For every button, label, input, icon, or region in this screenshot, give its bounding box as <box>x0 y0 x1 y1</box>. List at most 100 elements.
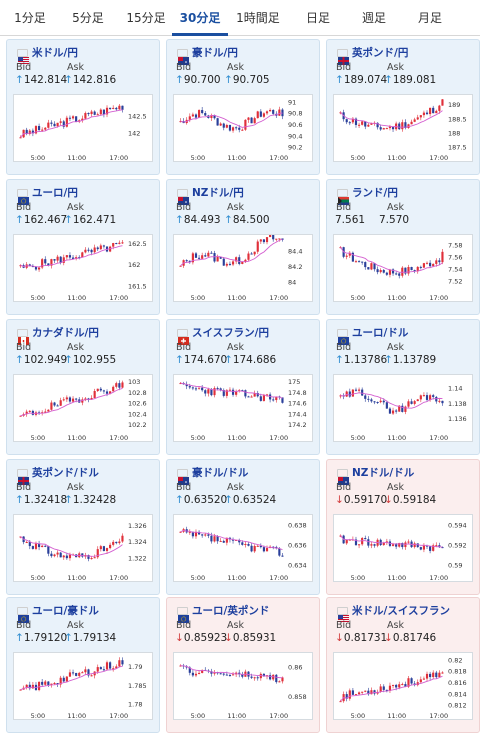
candle-body <box>112 107 115 109</box>
candle-body <box>410 678 413 684</box>
candle-body <box>96 667 99 672</box>
candlestick-chart[interactable]: 1.79 1.785 1.78 5:00 11:00 17:00 <box>13 652 153 720</box>
candle-body <box>194 253 198 258</box>
tab-monthly[interactable]: 月足 <box>417 11 442 25</box>
candle-body <box>81 672 84 674</box>
currency-card[interactable]: NZドル/円 Bid Ask ↑84.493 ↑84.500 84.4 84.2 84 5:00… <box>166 179 320 315</box>
pair-name-link[interactable]: 豪ドル/円 <box>192 47 238 59</box>
candlestick-chart[interactable]: 189 188.5 188 187.5 5:00 11:00 17:00 <box>333 94 473 162</box>
currency-card[interactable]: カナダドル/円 Bid Ask ↑102.949 ↑102.955 103 102.8 102… <box>6 319 160 455</box>
candle-body <box>364 690 367 692</box>
tab-1min[interactable]: 1分足 <box>14 11 46 25</box>
bid-value: ↓0.81731 <box>335 632 387 644</box>
candle-body <box>364 538 367 540</box>
bid-label: Bid <box>16 202 32 213</box>
currency-card[interactable]: 米ドル/スイスフラン Bid Ask ↓0.81731 ↓0.81746 0.82 0.81… <box>326 597 480 733</box>
candle-body <box>407 266 410 274</box>
candle-body <box>382 270 385 273</box>
candlestick-chart[interactable]: 84.4 84.2 84 5:00 11:00 17:00 <box>173 234 313 302</box>
pair-name-link[interactable]: 英ポンド/ドル <box>32 467 99 479</box>
candlestick-chart[interactable]: 103 102.8 102.6 102.4 102.2 5:00 11:00 17:00 <box>13 374 153 442</box>
candle-body <box>367 124 370 127</box>
candlestick-chart[interactable]: 1.14 1.138 1.136 5:00 11:00 17:00 <box>333 374 473 442</box>
ask-price: 84.500 <box>232 214 270 226</box>
currency-card[interactable]: ユーロ/ドル Bid Ask ↑1.13786 ↑1.13789 1.14 1.138 1.1… <box>326 319 480 455</box>
candle-body <box>19 265 22 267</box>
candle-body <box>56 552 59 555</box>
candlestick-chart[interactable]: 0.594 0.592 0.59 5:00 11:00 17:00 <box>333 514 473 582</box>
candle-body <box>71 257 75 259</box>
candle-body <box>272 674 275 680</box>
currency-card[interactable]: 英ポンド/ドル Bid Ask ↑1.32418 ↑1.32428 1.326 1.324 1… <box>6 459 160 595</box>
currency-card[interactable]: 米ドル/円 Bid Ask ↑142.814 ↑142.816 142.5 142 5:00 1… <box>6 39 160 175</box>
arrow-down-icon: ↓ <box>335 632 344 644</box>
currency-card[interactable]: 豪ドル/円 Bid Ask ↑90.700 ↑90.705 91 90.8 90.6 90.4 9… <box>166 39 320 175</box>
candle-body <box>188 667 191 673</box>
pair-name-link[interactable]: NZドル/ドル <box>352 467 415 479</box>
us-flag-icon <box>337 607 349 622</box>
tab-1hour[interactable]: 1時間足 <box>236 11 280 25</box>
candle-body <box>429 673 432 678</box>
candlestick-chart[interactable]: 162.5 162 161.5 5:00 11:00 17:00 <box>13 234 153 302</box>
candle-body <box>376 269 379 273</box>
ask-price: 1.79134 <box>72 632 117 644</box>
currency-card[interactable]: 英ポンド/円 Bid Ask ↑189.074 ↑189.081 189 188.5 188 1… <box>326 39 480 175</box>
candle-body <box>429 546 432 551</box>
currency-card[interactable]: 豪ドル/ドル Bid Ask ↑0.63520 ↑0.63524 0.638 0.636 0.… <box>166 459 320 595</box>
pair-name-link[interactable]: 豪ドル/ドル <box>192 467 249 479</box>
bid-price: 174.670 <box>183 354 228 366</box>
tab-daily[interactable]: 日足 <box>305 11 330 25</box>
pair-name-link[interactable]: 米ドル/スイスフラン <box>352 605 451 617</box>
candlestick-chart[interactable]: 0.82 0.818 0.816 0.814 0.812 5:00 11:00 17:00 <box>333 652 473 720</box>
currency-card[interactable]: ユーロ/英ポンド Bid Ask ↓0.85923 ↓0.85931 0.86 0.858 5… <box>166 597 320 733</box>
candlestick-chart[interactable]: 0.638 0.636 0.634 5:00 11:00 17:00 <box>173 514 313 582</box>
pair-name-link[interactable]: ユーロ/円 <box>32 187 78 199</box>
candle-body <box>348 690 351 699</box>
candlestick-chart[interactable]: 91 90.8 90.6 90.4 90.2 5:00 11:00 17:00 <box>173 94 313 162</box>
pair-name-link[interactable]: カナダドル/円 <box>32 327 99 339</box>
candle-body <box>265 394 269 396</box>
candlestick-chart[interactable]: 142.5 142 5:00 11:00 17:00 <box>13 94 153 162</box>
candlestick-chart[interactable]: 1.326 1.324 1.322 5:00 11:00 17:00 <box>13 514 153 582</box>
currency-card[interactable]: NZドル/ドル Bid Ask ↓0.59170 ↓0.59184 0.594 0.592 0… <box>326 459 480 595</box>
currency-card[interactable]: ランド/円 Bid Ask 7.561 7.570 7.58 7.56 7.54 7.52 5:0… <box>326 179 480 315</box>
candle-body <box>425 112 429 115</box>
ask-value: ↑1.79134 <box>64 632 116 644</box>
candle-body <box>118 383 121 388</box>
candlestick-chart[interactable]: 175 174.8 174.6 174.4 174.2 5:00 11:00 17:00 <box>173 374 313 442</box>
candle-body <box>207 534 210 536</box>
tab-15min[interactable]: 15分足 <box>126 11 166 25</box>
currency-card[interactable]: スイスフラン/円 Bid Ask ↑174.670 ↑174.686 175 174.8 17… <box>166 319 320 455</box>
tab-30min[interactable]: 30分足 <box>172 0 228 36</box>
candle-body <box>222 540 225 543</box>
y-tick-label: 1.79 <box>128 663 142 671</box>
currency-card[interactable]: ユーロ/豪ドル Bid Ask ↑1.79120 ↑1.79134 1.79 1.785 1.… <box>6 597 160 733</box>
moving-average-line <box>20 665 123 691</box>
candle-body <box>201 387 204 391</box>
pair-name-link[interactable]: ユーロ/ドル <box>352 327 409 339</box>
ask-value: 7.570 <box>379 214 409 226</box>
tab-5min[interactable]: 5分足 <box>72 11 104 25</box>
candle-body <box>253 677 256 679</box>
pair-name-link[interactable]: スイスフラン/円 <box>192 327 270 339</box>
candlestick-chart[interactable]: 7.58 7.56 7.54 7.52 5:00 11:00 17:00 <box>333 234 473 302</box>
tab-weekly[interactable]: 週足 <box>361 11 386 25</box>
candle-body <box>179 665 182 667</box>
x-tick-label: 17:00 <box>109 712 128 720</box>
arrow-down-icon: ↓ <box>335 494 344 506</box>
candle-body <box>398 405 401 412</box>
candle-body <box>262 395 266 401</box>
candle-body <box>351 252 354 262</box>
pair-name-link[interactable]: ユーロ/豪ドル <box>32 605 99 617</box>
currency-card[interactable]: ユーロ/円 Bid Ask ↑162.467 ↑162.471 162.5 162 161.5… <box>6 179 160 315</box>
pair-name-link[interactable]: ランド/円 <box>352 187 398 199</box>
candle-body <box>197 672 201 674</box>
pair-name-link[interactable]: ユーロ/英ポンド <box>192 605 270 617</box>
candlestick-chart[interactable]: 0.86 0.858 5:00 11:00 17:00 <box>173 652 313 720</box>
pair-name-link[interactable]: 米ドル/円 <box>32 47 78 59</box>
candle-body <box>259 239 262 242</box>
arrow-up-icon: ↑ <box>175 74 184 86</box>
pair-name-link[interactable]: NZドル/円 <box>192 187 244 199</box>
pair-name-link[interactable]: 英ポンド/円 <box>352 47 409 59</box>
y-tick-label: 1.322 <box>128 554 147 562</box>
